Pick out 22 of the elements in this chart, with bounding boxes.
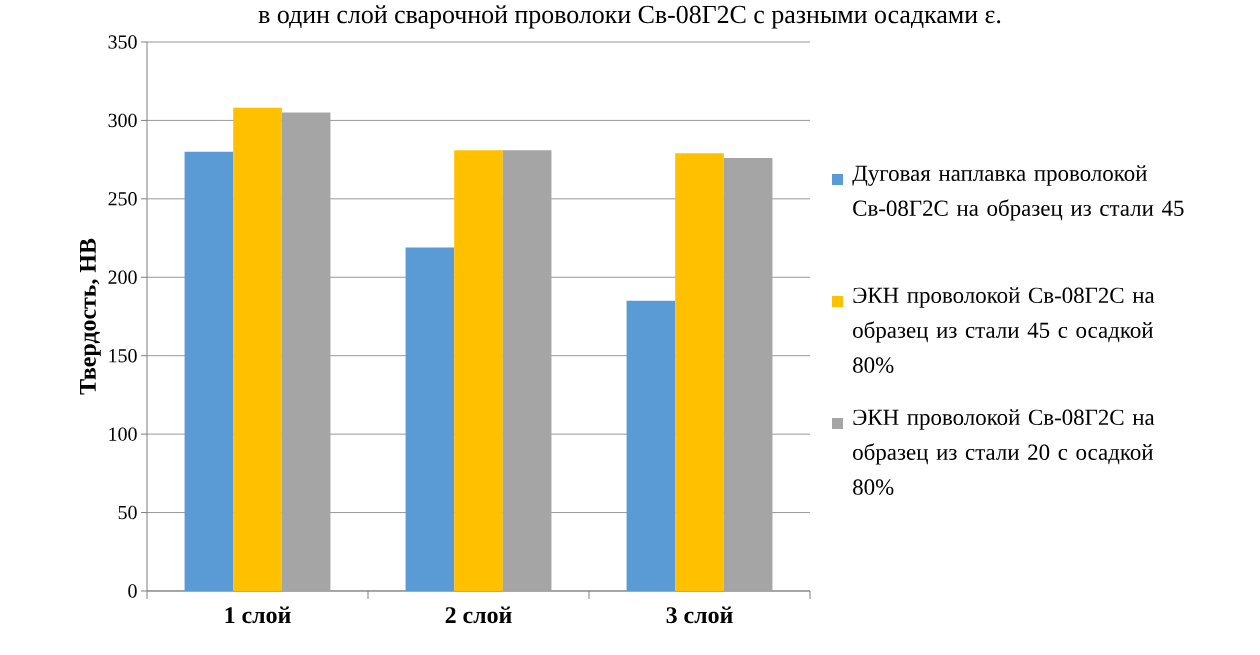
x-tick-label: 1 слой	[225, 606, 291, 624]
x-tick-label: 3 слой	[666, 606, 733, 624]
legend-label: Дуговая наплавка проволокой Св-08Г2С на образец из стали 45	[852, 165, 1184, 221]
bar	[233, 107, 282, 591]
y-axis-title: Твердость, НВ	[80, 238, 101, 395]
bar	[454, 150, 503, 591]
x-tick-label: 2 слой	[445, 606, 512, 624]
y-tick-label: 250	[108, 192, 137, 206]
bar	[184, 151, 234, 591]
bar	[405, 247, 455, 591]
bar	[626, 300, 676, 591]
y-tick-label: 350	[108, 35, 137, 49]
y-tick-label: 100	[109, 427, 137, 441]
legend-label: ЭКН проволокой Св-08Г2С на образец из стали 45 с осадкой 80%	[853, 287, 1155, 373]
bar	[675, 153, 724, 591]
y-tick-label: 200	[108, 270, 137, 284]
y-tick-label: 300	[108, 113, 137, 128]
chart-title: в один слой сварочной проволоки Св-08Г2С с разными осадками ε.	[258, 5, 1001, 29]
y-tick-label: 0	[128, 584, 137, 598]
y-tick-label: 50	[118, 505, 137, 520]
legend-label: ЭКН проволокой Св-08Г2С на образец из стали 20 с осадкой 80%	[853, 409, 1155, 495]
y-tick-label: 150	[109, 348, 137, 363]
